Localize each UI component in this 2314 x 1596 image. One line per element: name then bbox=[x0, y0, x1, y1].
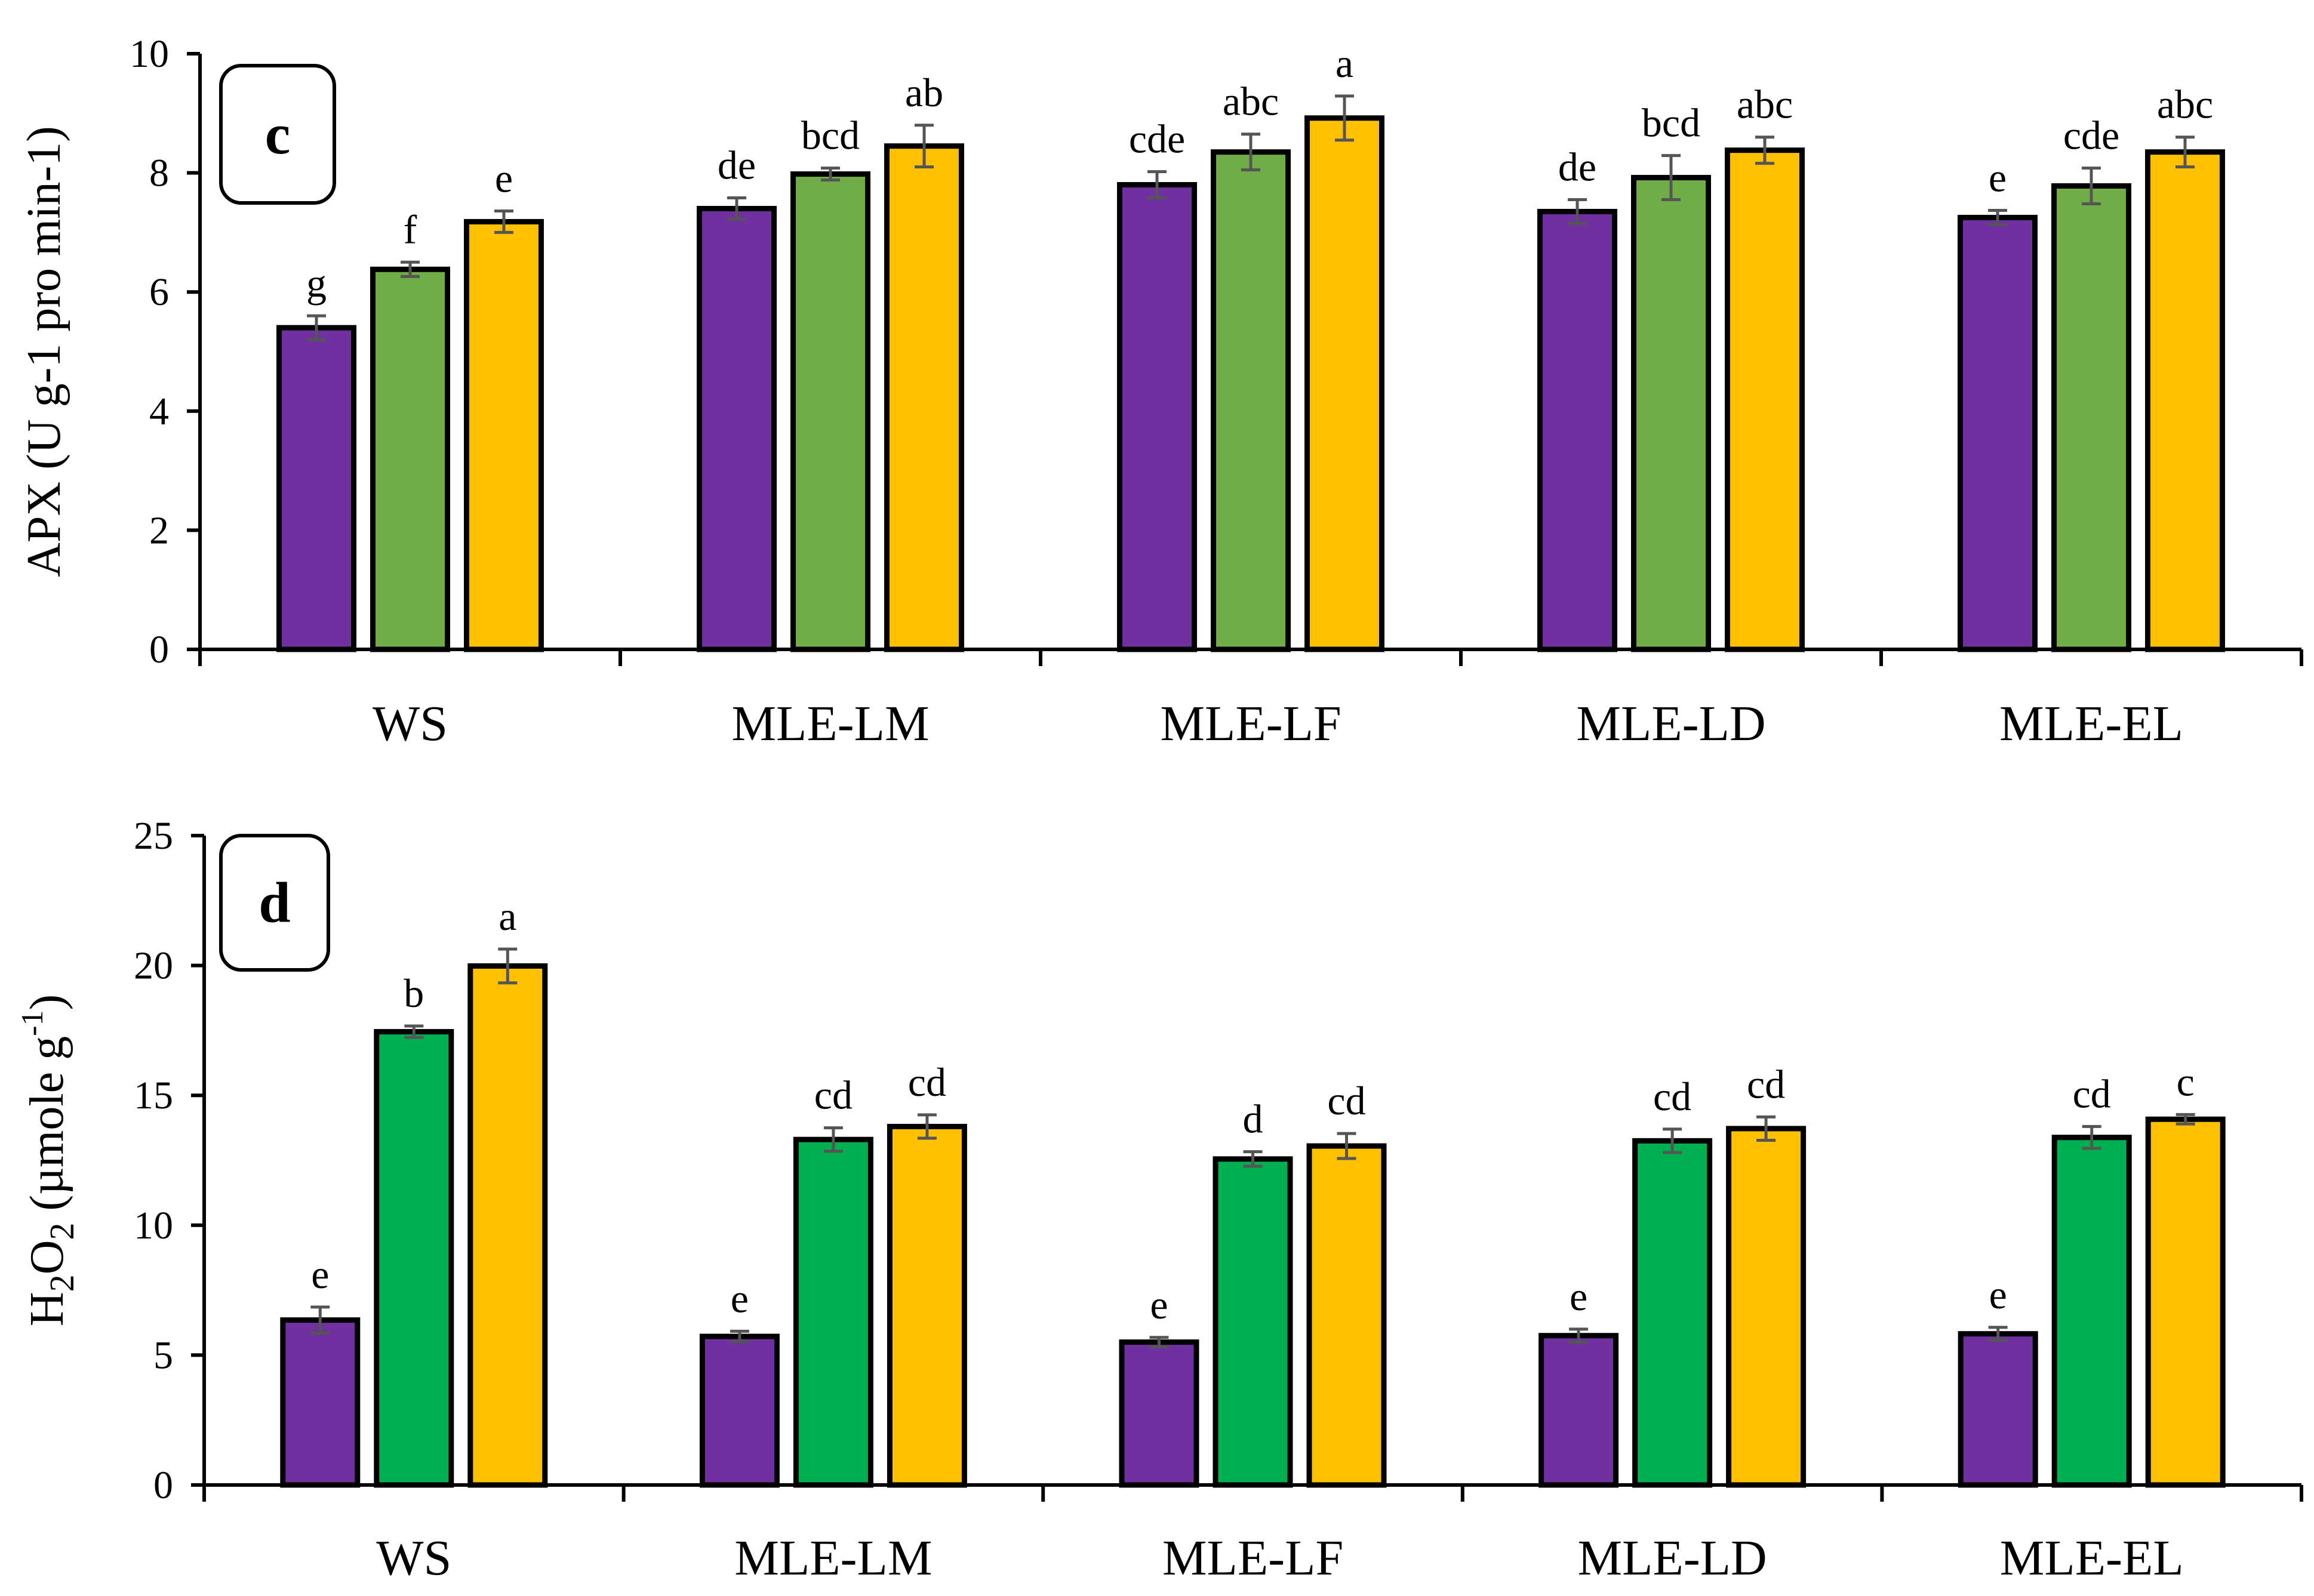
panel-letter: c bbox=[265, 102, 291, 166]
bar bbox=[1726, 1126, 1807, 1488]
category-label: MLE-LF bbox=[1160, 696, 1341, 751]
significance-label: bcd bbox=[1642, 100, 1700, 146]
category-label: MLE-LF bbox=[1162, 1530, 1343, 1586]
panel-label-box bbox=[219, 834, 330, 972]
bar bbox=[2051, 1135, 2132, 1488]
bar bbox=[1306, 1143, 1387, 1488]
significance-label: cd bbox=[908, 1059, 946, 1105]
y-tick-label: 8 bbox=[149, 152, 169, 195]
y-tick-label: 0 bbox=[153, 1463, 173, 1507]
bar bbox=[464, 218, 544, 652]
panel-c-apx-chart: 0246810gfeWSdebcdabMLE-LMcdeabcaMLE-LFde… bbox=[18, 32, 2303, 751]
category-label: MLE-LM bbox=[731, 696, 929, 751]
significance-label: cde bbox=[1129, 116, 1185, 162]
category-label: MLE-LM bbox=[734, 1530, 932, 1586]
significance-label: e bbox=[311, 1252, 329, 1297]
y-tick-label: 5 bbox=[153, 1333, 173, 1377]
bar bbox=[884, 143, 964, 652]
significance-label: abc bbox=[1737, 82, 1793, 127]
significance-label: ab bbox=[905, 70, 943, 115]
bar bbox=[1119, 1339, 1199, 1488]
bar bbox=[467, 963, 548, 1488]
y-tick-label: 2 bbox=[149, 509, 169, 552]
significance-label: a bbox=[1336, 41, 1353, 86]
bar bbox=[1631, 175, 1711, 652]
bar bbox=[2145, 1116, 2226, 1488]
y-tick-label: 0 bbox=[149, 628, 169, 671]
significance-label: abc bbox=[2157, 82, 2213, 127]
bar bbox=[1958, 1331, 2038, 1488]
y-tick-label: 25 bbox=[134, 814, 173, 858]
y-tick-label: 15 bbox=[134, 1074, 173, 1117]
significance-label: f bbox=[404, 207, 417, 252]
y-tick-label: 20 bbox=[134, 944, 173, 988]
category-label: WS bbox=[376, 1530, 451, 1586]
significance-label: g bbox=[306, 260, 327, 306]
category-label: MLE-EL bbox=[1999, 696, 2183, 751]
bar bbox=[1213, 1156, 1293, 1488]
significance-label: cd bbox=[1653, 1074, 1691, 1119]
bar bbox=[1632, 1138, 1713, 1488]
bar bbox=[1304, 115, 1384, 652]
significance-label: de bbox=[1558, 144, 1596, 190]
bar bbox=[699, 1333, 780, 1488]
significance-label: e bbox=[1989, 155, 2007, 200]
category-label: WS bbox=[373, 696, 448, 751]
bar bbox=[370, 266, 450, 652]
significance-label: a bbox=[499, 893, 516, 939]
significance-label: e bbox=[495, 155, 513, 201]
y-tick-label: 10 bbox=[134, 1204, 173, 1247]
bar bbox=[276, 325, 356, 652]
y-tick-label: 10 bbox=[130, 32, 169, 76]
significance-label: e bbox=[1150, 1282, 1168, 1327]
significance-label: abc bbox=[1223, 79, 1279, 124]
significance-label: cde bbox=[2063, 113, 2119, 158]
bar bbox=[790, 171, 870, 652]
panel-label-box bbox=[219, 64, 336, 205]
bar bbox=[1538, 1333, 1619, 1488]
bar bbox=[697, 205, 777, 652]
panel-letter: d bbox=[259, 871, 290, 935]
y-tick-label: 4 bbox=[149, 390, 169, 433]
bar bbox=[1725, 147, 1805, 652]
significance-label: e bbox=[1570, 1274, 1587, 1319]
category-label: MLE-LD bbox=[1576, 696, 1765, 751]
bar bbox=[1211, 149, 1291, 652]
y-axis-title: APX (U g-1 pro min-1) bbox=[18, 126, 70, 577]
bar bbox=[280, 1317, 361, 1488]
significance-label: cd bbox=[1327, 1078, 1365, 1123]
bar bbox=[1537, 208, 1617, 652]
bar bbox=[793, 1136, 873, 1488]
bar bbox=[1958, 214, 2038, 652]
significance-label: cd bbox=[1747, 1061, 1785, 1107]
bar bbox=[2051, 183, 2131, 652]
significance-label: bcd bbox=[801, 113, 860, 158]
significance-label: de bbox=[718, 143, 756, 188]
bar bbox=[374, 1029, 454, 1488]
significance-label: b bbox=[404, 970, 424, 1016]
category-label: MLE-LD bbox=[1577, 1530, 1767, 1586]
bar bbox=[887, 1123, 967, 1488]
y-tick-label: 6 bbox=[149, 270, 169, 314]
significance-label: c bbox=[2177, 1059, 2195, 1104]
bar bbox=[2145, 149, 2225, 652]
significance-label: e bbox=[731, 1275, 749, 1321]
significance-label: cd bbox=[814, 1073, 853, 1118]
significance-label: cd bbox=[2073, 1071, 2111, 1116]
category-label: MLE-EL bbox=[2000, 1530, 2184, 1586]
bar bbox=[1117, 182, 1197, 652]
y-axis-title: H2O2 (µmole g-1) bbox=[16, 994, 81, 1326]
significance-label: d bbox=[1243, 1096, 1263, 1142]
significance-label: e bbox=[1989, 1272, 2007, 1317]
